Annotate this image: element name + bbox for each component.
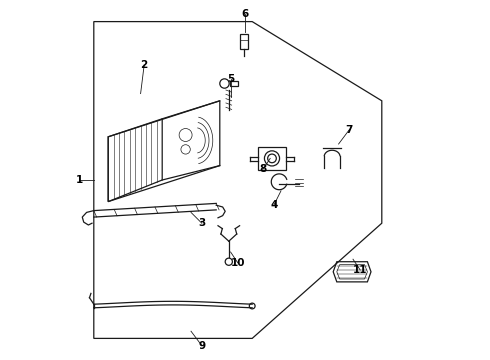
Text: 7: 7 bbox=[346, 125, 353, 135]
Text: 2: 2 bbox=[141, 60, 148, 70]
Text: 8: 8 bbox=[259, 164, 267, 174]
Bar bbox=[240, 34, 248, 49]
Text: 4: 4 bbox=[270, 200, 277, 210]
Text: 3: 3 bbox=[198, 218, 205, 228]
Text: 1: 1 bbox=[76, 175, 83, 185]
Text: 6: 6 bbox=[242, 9, 248, 19]
Text: 9: 9 bbox=[198, 341, 205, 351]
Bar bbox=[258, 147, 286, 170]
Text: 5: 5 bbox=[227, 74, 234, 84]
Text: 11: 11 bbox=[353, 265, 368, 275]
Text: 10: 10 bbox=[231, 258, 245, 268]
Bar bbox=[230, 81, 238, 86]
